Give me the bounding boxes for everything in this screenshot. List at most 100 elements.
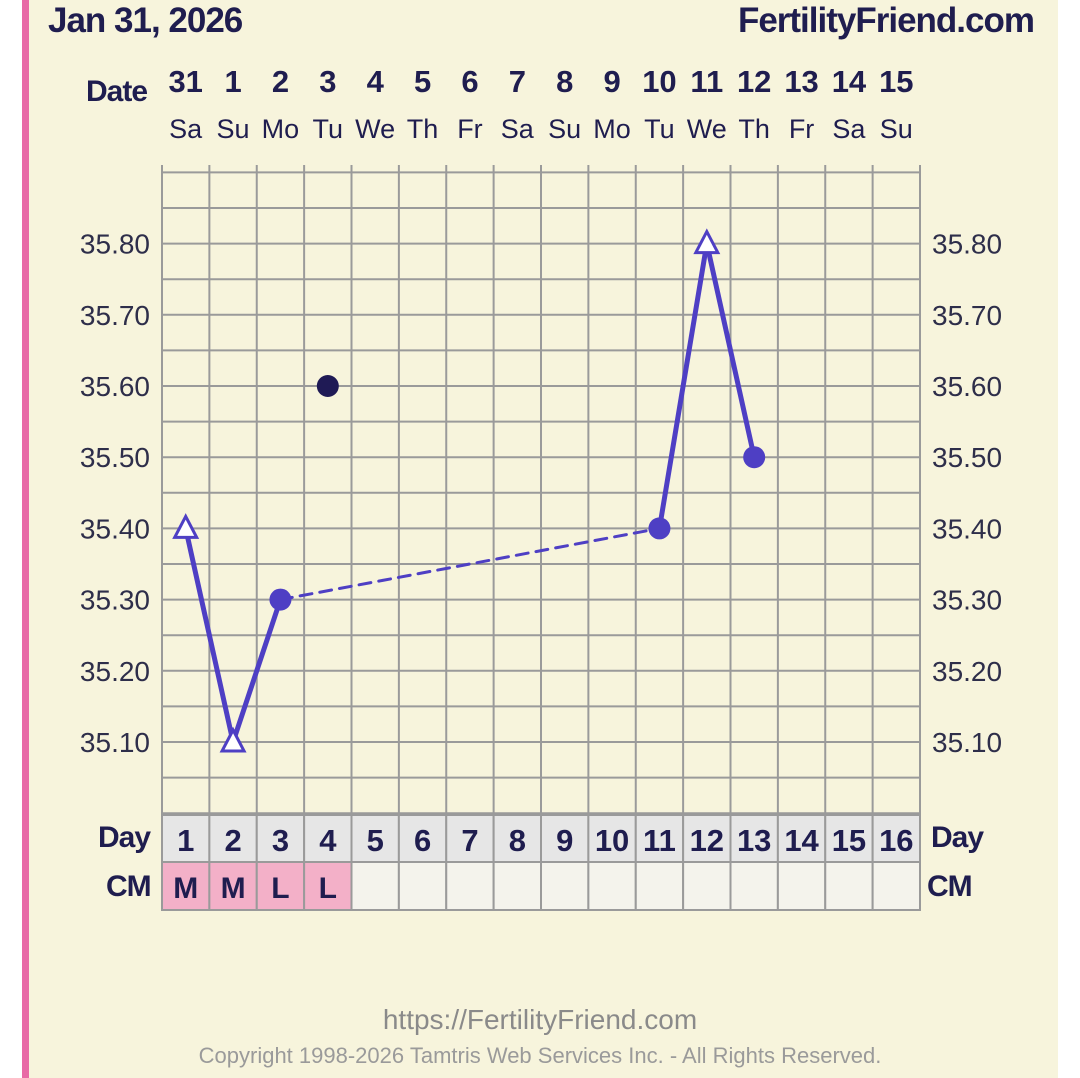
series-segment [278,526,661,602]
date-label: 5 [414,64,431,99]
cm-cell [871,861,921,911]
y-tick-right: 35.40 [932,513,1002,544]
bbt-chart: 31 1 2 3 4 5 6 7 8 9 10 11 12 13 14 15 Sa Su Mo Tu We Th Fr Sa… [80,64,1002,911]
date-label: 14 [832,64,867,99]
weekday-label: We [687,114,727,144]
weekday-label: Sa [169,114,203,144]
cm-value: M [221,872,246,905]
weekday-label: We [355,114,395,144]
cm-cell [350,861,400,911]
cm-cell [492,861,542,911]
y-tick-right: 35.30 [932,585,1002,616]
weekday-label: Mo [593,114,631,144]
y-tick-right: 35.70 [932,300,1002,331]
cm-cell [255,861,306,911]
temp-point-open [693,228,721,255]
date-label: 11 [690,64,723,99]
accent-strip [22,0,29,1078]
day-number: 6 [414,823,431,858]
temp-point [743,446,766,469]
y-tick-left: 35.50 [80,442,150,473]
footer-copyright: Copyright 1998-2026 Tamtris Web Services… [198,1043,882,1068]
cm-cell [208,861,258,911]
weekday-label: Th [738,114,770,144]
day-number: 2 [224,823,241,858]
day-number: 10 [595,823,629,858]
day-cell [871,814,921,863]
isolated-points [316,375,339,397]
date-label: 15 [879,64,913,99]
isolated-temp-point [316,375,339,397]
date-label: 13 [784,64,818,99]
cm-cell [540,861,590,911]
y-tick-left: 35.80 [80,229,150,260]
series-segment [183,525,236,745]
day-number: 12 [690,823,724,858]
temperature-grid [161,165,921,816]
temperature-series [172,228,766,753]
y-tick-right: 35.20 [932,656,1002,687]
y-tick-left: 35.40 [80,513,150,544]
y-tick-left: 35.70 [80,300,150,331]
footer-url[interactable]: https://FertilityFriend.com [382,1004,698,1035]
date-label: 1 [224,64,241,99]
series-segment [704,241,757,460]
day-number: 7 [461,823,478,858]
cm-cell [776,861,827,911]
date-label: 10 [642,64,676,99]
date-row: 31 1 2 3 4 5 6 7 8 9 10 11 12 13 14 15 [168,64,913,99]
y-tick-right: 35.10 [932,727,1002,758]
day-row-label-left: Day [98,821,151,854]
cm-cell [729,861,779,911]
date-label: 6 [461,64,478,99]
cm-cell [397,861,448,911]
day-cell [492,814,542,863]
series-segment [656,241,710,531]
temp-point [648,517,671,540]
day-number: 4 [319,823,337,858]
date-row-label: Date [86,75,147,108]
date-label: 4 [367,64,385,99]
date-label: 7 [509,64,526,99]
day-cell [161,814,211,863]
weekday-label: Tu [644,114,675,144]
day-number: 9 [556,823,573,858]
site-name: FertilityFriend.com [737,1,1035,40]
weekday-label: Su [217,114,250,144]
weekday-label: Fr [457,114,482,144]
cm-cell [634,861,685,911]
day-number: 13 [737,823,771,858]
weekday-label: Sa [501,114,535,144]
day-number: 11 [643,823,676,858]
day-number: 1 [177,823,194,858]
cm-cell [161,861,211,911]
weekday-label: Fr [789,114,814,144]
cm-row-label-right: CM [927,870,972,903]
day-cell [445,814,495,863]
day-number: 5 [367,823,384,858]
cm-cell [682,861,732,911]
day-number: 15 [832,823,866,858]
date-label: 8 [556,64,573,99]
cm-cell [587,861,637,911]
weekday-label: Su [880,114,913,144]
weekday-row: Sa Su Mo Tu We Th Fr Sa Su Mo Tu We Th Fr Sa Su [169,114,913,144]
weekday-label: Sa [832,114,866,144]
day-cell [776,814,827,863]
y-tick-left: 35.60 [80,371,150,402]
day-number: 8 [509,823,526,858]
day-number: 14 [784,823,819,858]
weekday-label: Su [548,114,581,144]
cm-cell [445,861,495,911]
y-tick-right: 35.80 [932,229,1002,260]
y-tick-left: 35.20 [80,656,150,687]
cm-cell [824,861,874,911]
y-tick-left: 35.10 [80,727,150,758]
day-number: 3 [272,823,289,858]
cycle-day-row: 1 2 3 4 5 6 7 8 9 10 11 12 13 14 15 16 [161,814,921,863]
y-axis-ticks: 35.10 35.10 35.20 35.20 35.30 35.30 35.40 35.40… [80,229,1002,758]
y-tick-right: 35.60 [932,371,1002,402]
temp-point [269,588,292,611]
weekday-label: Th [407,114,439,144]
